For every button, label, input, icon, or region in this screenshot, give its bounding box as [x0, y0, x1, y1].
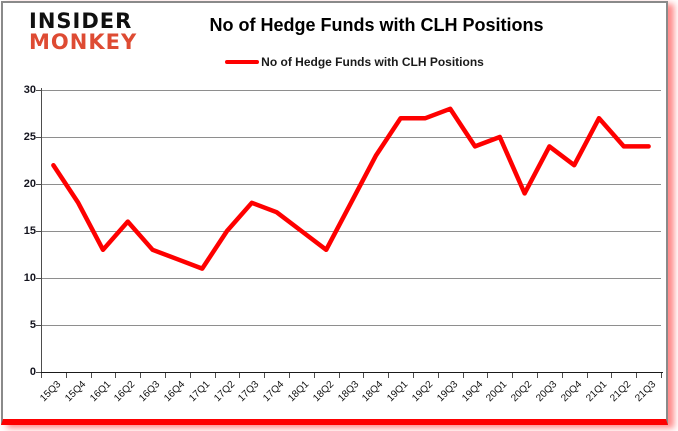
x-tick-label: 19Q4 [459, 379, 485, 405]
x-axis-tick [264, 373, 266, 378]
y-axis-tick [36, 137, 41, 138]
hedge-funds-series-line [51, 106, 651, 271]
x-axis-tick [65, 373, 67, 378]
x-axis-tick [388, 373, 390, 378]
logo-insider-text: INSIDER [29, 9, 133, 33]
x-tick-label: 16Q2 [112, 379, 138, 405]
x-axis-tick [611, 373, 613, 378]
x-tick-label: 18Q1 [286, 379, 312, 405]
y-axis-tick [36, 90, 41, 91]
x-axis-tick [561, 373, 563, 378]
legend-label: No of Hedge Funds with CLH Positions [261, 55, 484, 69]
x-tick-label: 17Q1 [186, 379, 212, 405]
x-axis-tick [636, 373, 638, 378]
chart-canvas: INSIDER MONKEY No of Hedge Funds with CL… [3, 3, 666, 419]
gridline [41, 231, 661, 232]
x-axis-tick [537, 373, 538, 378]
x-axis-line [37, 372, 663, 373]
x-axis-tick [413, 373, 414, 378]
x-tick-label: 16Q3 [137, 379, 163, 405]
x-axis-tick [140, 373, 142, 378]
legend-line-swatch [225, 60, 260, 64]
x-tick-label: 19Q2 [410, 379, 436, 405]
x-axis-tick [239, 373, 241, 378]
x-tick-label: 19Q1 [385, 379, 411, 405]
y-axis-tick [36, 184, 41, 185]
y-axis-tick [36, 231, 41, 232]
x-tick-label: 18Q2 [310, 379, 336, 405]
insider-monkey-logo: INSIDER MONKEY [29, 11, 137, 53]
x-axis-tick [214, 373, 216, 378]
y-tick-label: 15 [23, 225, 36, 237]
y-tick-label: 25 [23, 131, 36, 143]
gridline [41, 137, 661, 138]
line-series-plot [51, 106, 651, 271]
x-axis-tick [189, 373, 191, 378]
x-axis-tick [512, 373, 514, 378]
x-axis-tick [313, 373, 315, 378]
y-tick-label: 0 [29, 366, 36, 378]
x-axis-tick [41, 373, 42, 378]
x-axis-tick [115, 373, 117, 378]
x-tick-label: 17Q3 [236, 379, 262, 405]
x-tick-label: 21Q3 [633, 379, 659, 405]
y-tick-label: 10 [23, 272, 36, 284]
x-axis-tick [586, 373, 588, 378]
y-axis-line [41, 88, 42, 373]
x-tick-label: 20Q4 [558, 379, 584, 405]
x-axis-tick [487, 373, 489, 378]
y-axis-tick [36, 325, 41, 326]
x-tick-label: 19Q3 [434, 379, 460, 405]
logo-monkey-text: MONKEY [29, 30, 138, 54]
gridline [41, 278, 661, 279]
x-tick-label: 20Q3 [534, 379, 560, 405]
x-axis-tick [90, 373, 92, 378]
x-axis-tick [437, 373, 439, 378]
x-axis-tick [165, 373, 166, 378]
x-axis-tick [462, 373, 464, 378]
x-tick-label: 17Q4 [261, 379, 287, 405]
x-tick-label: 21Q2 [608, 379, 634, 405]
x-axis-tick [289, 373, 290, 378]
y-axis-tick [36, 278, 41, 279]
x-tick-label: 17Q2 [211, 379, 237, 405]
x-tick-label: 16Q4 [162, 379, 188, 405]
chart-title: No of Hedge Funds with CLH Positions [209, 15, 544, 35]
x-tick-label: 21Q1 [583, 379, 609, 405]
x-tick-label: 16Q1 [87, 379, 113, 405]
gridline [41, 325, 661, 326]
x-tick-label: 18Q3 [335, 379, 361, 405]
x-axis-tick [661, 373, 662, 378]
gridline [41, 90, 661, 91]
x-tick-label: 15Q3 [38, 379, 64, 405]
x-tick-label: 20Q2 [509, 379, 535, 405]
x-axis-tick [338, 373, 340, 378]
x-tick-label: 15Q4 [62, 379, 88, 405]
x-axis-tick [363, 373, 365, 378]
y-tick-label: 20 [23, 178, 36, 190]
y-tick-label: 5 [29, 319, 36, 331]
x-tick-label: 20Q1 [484, 379, 510, 405]
legend: No of Hedge Funds with CLH Positions [3, 55, 666, 69]
gridline [41, 184, 661, 185]
chart-card: INSIDER MONKEY No of Hedge Funds with CL… [1, 1, 668, 425]
y-tick-label: 30 [23, 84, 36, 96]
y-axis-tick [36, 372, 41, 373]
x-tick-label: 18Q4 [360, 379, 386, 405]
